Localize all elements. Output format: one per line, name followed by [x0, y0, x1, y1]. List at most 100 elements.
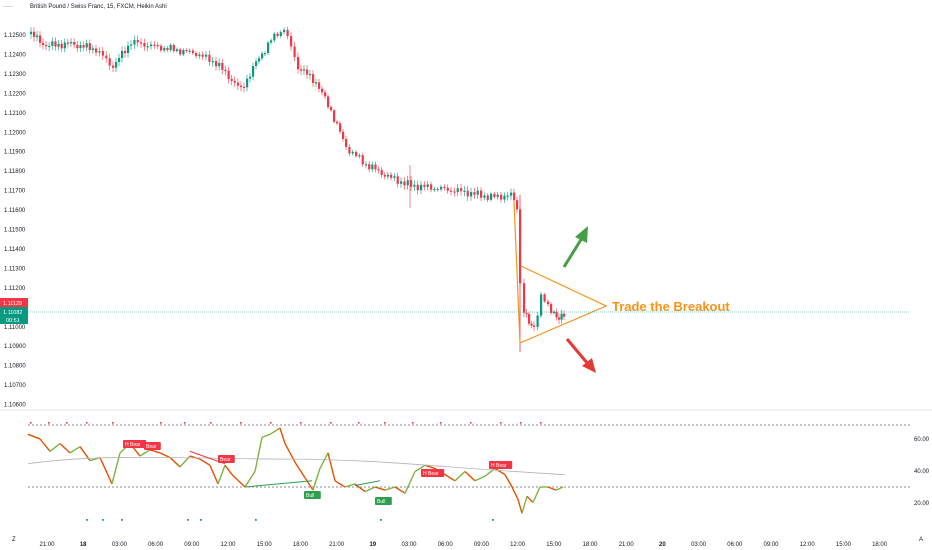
osc-segment	[404, 471, 416, 494]
candle-body	[230, 79, 233, 81]
candle-body	[528, 313, 531, 324]
osc-segment	[319, 452, 329, 469]
candle-body	[443, 186, 446, 189]
candle-body	[348, 146, 351, 154]
corner-left-label[interactable]: Z	[12, 537, 16, 543]
time-label: 15:00	[836, 542, 852, 548]
candle-body	[413, 184, 416, 187]
osc-label-40: 40.00	[914, 469, 930, 475]
candle-body	[355, 151, 358, 157]
price-tag-red: 1.11129	[3, 301, 22, 307]
price-label: 1.12300	[4, 72, 26, 78]
candle-body	[493, 193, 496, 197]
candle-body	[205, 54, 208, 57]
signal-badge	[218, 455, 235, 463]
osc-segment	[384, 486, 396, 491]
candle-body	[342, 131, 345, 139]
signal-dot	[66, 422, 68, 424]
candle-body	[463, 190, 466, 192]
candle-body	[550, 304, 553, 313]
candle-body	[156, 44, 159, 47]
candle-body	[540, 294, 543, 316]
candle-body	[306, 69, 309, 75]
candle-body	[133, 39, 136, 45]
candle-body	[273, 33, 276, 41]
candle-body	[333, 110, 336, 122]
signal-dot	[30, 422, 32, 424]
candle-body	[490, 193, 493, 200]
candle-body	[54, 41, 57, 47]
osc-segment	[344, 483, 356, 488]
signal-badge	[123, 440, 147, 448]
candle-body	[525, 312, 528, 314]
signal-badge-label: H Bear	[125, 442, 141, 448]
candle-body	[303, 69, 306, 71]
signal-dot	[500, 422, 502, 424]
candle-body	[290, 36, 293, 47]
time-label: 03:00	[691, 542, 707, 548]
signal-dot	[540, 422, 542, 424]
chart-title[interactable]: British Pound / Swiss Franc, 15, FXCM, H…	[30, 4, 167, 10]
corner-right-label[interactable]: A	[919, 537, 924, 543]
time-label: 21:00	[329, 542, 345, 548]
candle-body	[264, 53, 267, 55]
candle-body	[486, 195, 489, 200]
signal-dot	[492, 519, 494, 521]
candle-body	[480, 190, 483, 198]
candle-body	[380, 169, 383, 175]
candle-body	[403, 181, 406, 186]
price-label: 1.11600	[4, 208, 26, 214]
candle-body	[297, 56, 300, 70]
candle-body	[85, 43, 88, 48]
candle-body	[318, 82, 321, 89]
osc-segment	[209, 465, 219, 485]
osc-segment	[511, 486, 519, 500]
candle-body	[258, 58, 261, 62]
legend-prefix: -----	[3, 4, 13, 10]
price-axis[interactable]: 1.12500 1.12400 1.12300 1.12200 1.12100 1.120…	[4, 33, 26, 409]
candle-body	[496, 194, 499, 197]
candle-body	[365, 164, 368, 166]
signal-dot	[86, 519, 88, 521]
candle-body	[267, 42, 270, 54]
signal-badge-label: Bull	[306, 493, 314, 499]
candle-body	[66, 42, 70, 44]
candle-body	[150, 44, 153, 47]
time-label: 03:00	[112, 542, 128, 548]
candle-body	[82, 45, 85, 48]
osc-segment	[464, 470, 476, 482]
candle-body	[95, 48, 98, 53]
candle-body	[130, 44, 133, 46]
osc-segment	[327, 452, 336, 481]
candle-body	[396, 176, 399, 184]
price-label: 1.12000	[4, 130, 26, 136]
signal-dot	[384, 422, 386, 424]
price-label: 1.10800	[4, 364, 26, 370]
candle-body	[327, 96, 330, 108]
candle-body	[185, 49, 188, 52]
price-label: 1.11000	[4, 325, 26, 331]
candle-body	[345, 138, 348, 147]
breakout-down-arrow	[565, 338, 596, 373]
osc-segment	[364, 486, 376, 493]
candle-body	[243, 86, 246, 89]
candle-body	[466, 190, 469, 197]
signal-badge-label: H Bear	[423, 471, 439, 477]
candle-body	[506, 195, 509, 197]
osc-segment	[111, 452, 121, 485]
time-label: 18	[80, 542, 87, 548]
candle-body	[101, 51, 104, 56]
candle-body	[406, 180, 409, 186]
signal-dot	[520, 422, 522, 424]
time-axis[interactable]: 21:00 18 03:00 06:00 09:00 12:00 15:00 18:00 21:…	[39, 542, 887, 548]
osc-segment	[394, 486, 406, 494]
candle-body	[36, 35, 39, 37]
candle-body	[51, 41, 54, 46]
candle-body	[446, 187, 449, 191]
time-label: 12:00	[220, 542, 236, 548]
candle-body	[127, 45, 130, 54]
candle-body	[172, 45, 175, 52]
osc-signal	[27, 456, 566, 475]
time-label: 15:00	[257, 542, 273, 548]
